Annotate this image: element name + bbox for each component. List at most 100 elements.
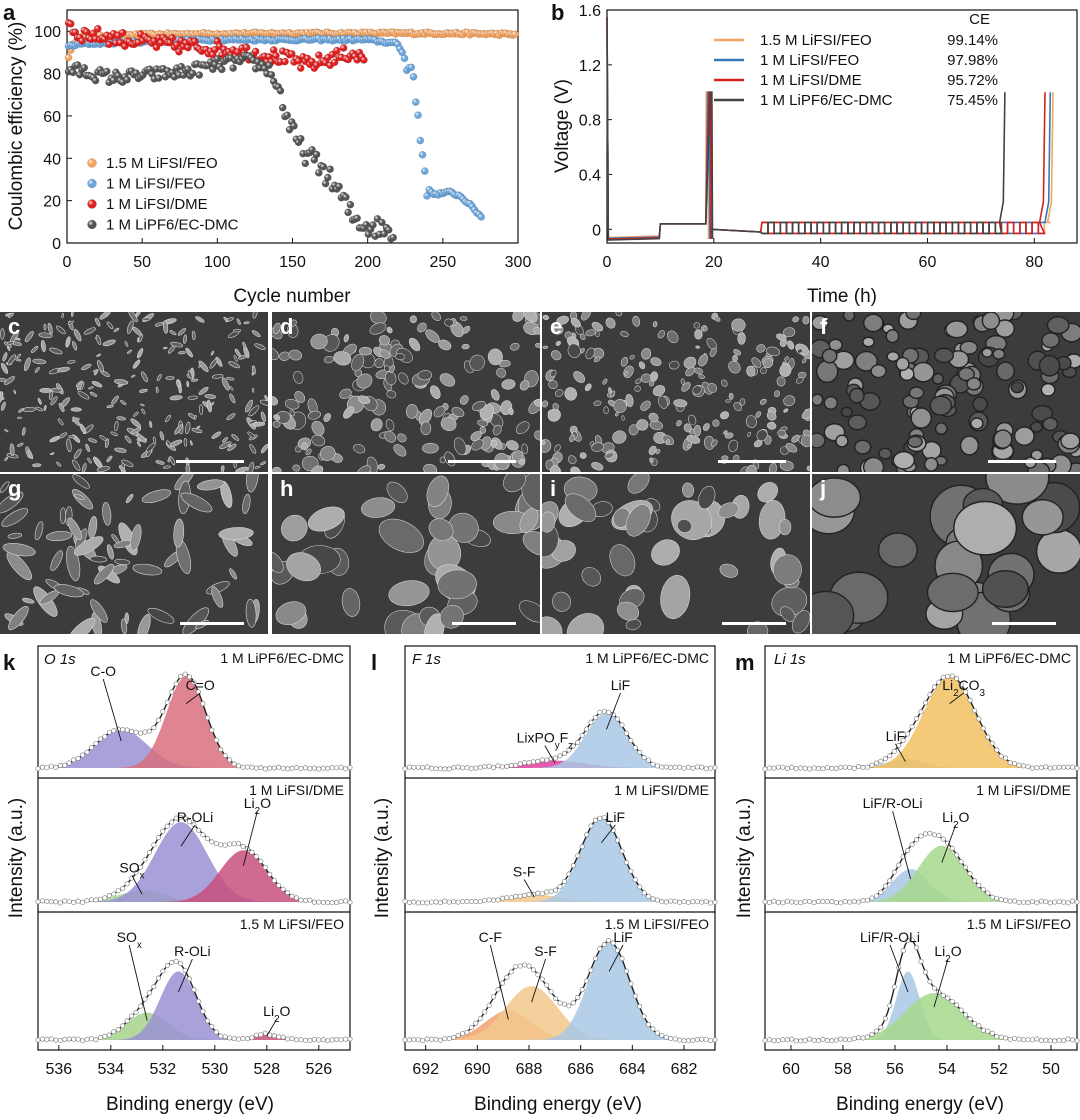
sem-flake xyxy=(88,386,94,390)
sem-grain xyxy=(842,312,856,322)
panel-a-point-shine xyxy=(412,98,420,106)
xps-data-point xyxy=(575,995,581,1001)
panel-l-frame xyxy=(404,645,716,1051)
xps-data-point xyxy=(869,1031,875,1037)
xps-data-point xyxy=(499,980,505,986)
xps-data-point xyxy=(557,884,563,890)
xps-data-point xyxy=(311,899,317,905)
sem-flake xyxy=(102,339,116,347)
sem-flake xyxy=(47,322,53,335)
panel-a-point-shine xyxy=(91,76,100,85)
sem-flake xyxy=(254,343,266,350)
xps-data-point xyxy=(240,843,246,849)
panel-a-point-shine xyxy=(385,226,393,234)
sem-flake xyxy=(126,349,132,354)
panel-b-ytick-label: 0 xyxy=(592,222,601,239)
xps-data-point xyxy=(71,1036,77,1042)
xps-data-point xyxy=(75,755,81,761)
xps-data-point xyxy=(460,899,466,905)
xps-data-point xyxy=(1003,897,1009,903)
xps-data-point xyxy=(628,738,634,744)
panel-a-xtick-label: 300 xyxy=(505,254,532,271)
sem-particle xyxy=(444,318,454,327)
panel-a-point-shine xyxy=(168,34,176,42)
sem-particle xyxy=(370,418,383,432)
panel-b-legend-title: CE xyxy=(969,11,990,28)
xps-data-point xyxy=(129,1013,135,1019)
xps-data-point xyxy=(155,975,161,981)
xps-data-point xyxy=(856,1035,862,1041)
xps-data-point xyxy=(1034,765,1040,771)
xps-data-point xyxy=(1016,762,1022,768)
panel-b-xtick-label: 0 xyxy=(603,254,612,271)
xps-data-point xyxy=(971,1021,977,1027)
xps-data-point xyxy=(931,985,937,991)
xps-data-point xyxy=(451,1034,457,1040)
panel-b-xlabel: Time (h) xyxy=(807,286,877,307)
sem-flake xyxy=(39,387,53,393)
sem-particle xyxy=(385,371,397,386)
sem-flake xyxy=(9,443,15,457)
xps-data-point xyxy=(597,815,603,821)
xps-data-point xyxy=(963,864,969,870)
xps-data-point xyxy=(57,1037,63,1043)
panel-a-point-shine xyxy=(73,61,82,69)
xps-data-point xyxy=(334,1036,340,1042)
panel-a-point-shine xyxy=(414,111,422,119)
xps-data-point xyxy=(1065,764,1071,770)
sem-flake xyxy=(165,376,175,380)
sem-grain xyxy=(996,361,1015,381)
xps-data-point xyxy=(847,899,853,905)
panel-l: 692 690 688 686 684 682 1 M LiPF6/EC-DMC LixPOy… xyxy=(402,645,718,1078)
sem-particle xyxy=(422,442,439,454)
sem-flake xyxy=(104,312,110,317)
xps-data-point xyxy=(411,764,417,770)
panel-b-legend-label: 1 M LiFSI/DME xyxy=(760,72,862,89)
xps-data-point xyxy=(663,764,669,770)
xps-data-point xyxy=(267,765,273,771)
sem-flake xyxy=(242,341,247,349)
xps-data-point xyxy=(253,1032,259,1038)
xps-data-point xyxy=(294,895,300,901)
sem-flake xyxy=(8,312,14,318)
xps-data-point xyxy=(146,728,152,734)
panel-a-point-shine xyxy=(252,47,260,56)
xps-data-point xyxy=(579,733,585,739)
xps-data-point xyxy=(289,765,295,771)
sem-particle xyxy=(284,399,300,410)
xps-data-point xyxy=(579,987,585,993)
sem-flake xyxy=(81,463,87,472)
sem-flake xyxy=(58,402,65,413)
xps-data-point xyxy=(160,708,166,714)
panel-a-point-shine xyxy=(321,180,330,188)
sem-particle xyxy=(430,385,441,399)
panel-b-ytick-label: 0.4 xyxy=(579,167,601,184)
xps-data-point xyxy=(285,766,291,772)
xps-data-point xyxy=(775,764,781,770)
xps-data-point xyxy=(320,765,326,771)
xps-data-point xyxy=(1070,898,1076,904)
panel-a-point-shine xyxy=(344,208,352,217)
xps-data-point xyxy=(784,766,790,772)
xps-sample-label: 1 M LiPF6/EC-DMC xyxy=(585,650,709,666)
xps-data-point xyxy=(182,671,188,677)
xps-data-point xyxy=(80,1038,86,1044)
panel-a-legend-marker-shine xyxy=(87,220,97,229)
xps-data-point xyxy=(433,1036,439,1042)
sem-particle xyxy=(406,404,418,419)
sem-grain xyxy=(926,572,979,613)
xps-data-point xyxy=(124,881,130,887)
xps-data-point xyxy=(209,839,215,845)
sem-flake xyxy=(114,420,119,432)
sem-flake xyxy=(130,427,142,435)
xps-data-point xyxy=(178,673,184,679)
xps-data-point xyxy=(856,899,862,905)
xps-data-point xyxy=(771,898,777,904)
xps-data-point xyxy=(985,890,991,896)
xps-data-point xyxy=(271,878,277,884)
panel-a-point-shine xyxy=(297,64,305,72)
panel-a-point-shine xyxy=(353,214,361,222)
xps-data-point xyxy=(35,1037,41,1043)
xps-peak-label: LiF xyxy=(611,677,630,693)
sem-flake xyxy=(177,328,187,336)
